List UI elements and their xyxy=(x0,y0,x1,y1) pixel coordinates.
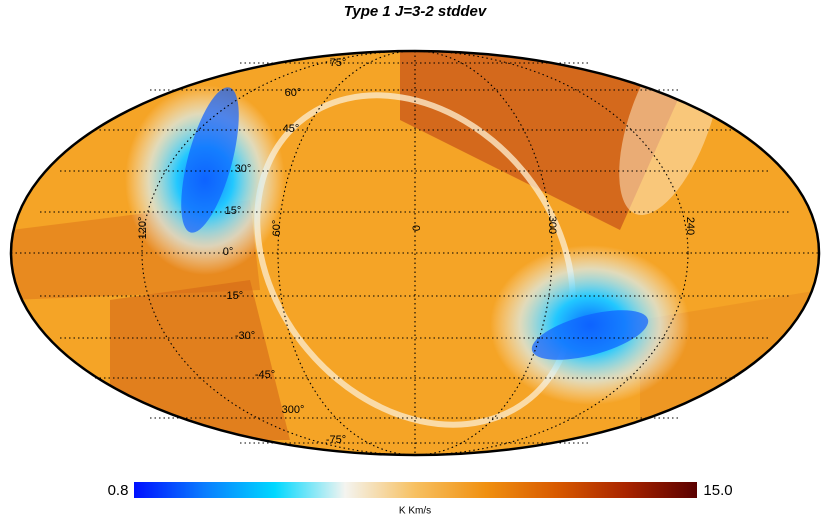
graticule-label: 0° xyxy=(223,246,234,258)
colorbar xyxy=(134,482,697,498)
graticule-label: 75° xyxy=(330,57,347,69)
graticule-label: 240 xyxy=(684,217,696,235)
graticule-label: 60° xyxy=(271,220,283,237)
graticule-label: 30° xyxy=(235,163,252,175)
graticule-label: 15° xyxy=(225,205,242,217)
map-border xyxy=(9,49,821,457)
graticule-label: -30° xyxy=(235,330,255,342)
graticule-label: -75° xyxy=(326,434,346,446)
graticule-label: -45° xyxy=(255,369,275,381)
colorbar-unit: K Km/s xyxy=(399,506,431,517)
colorbar-min: 0.8 xyxy=(108,482,129,499)
graticule-labels: 75° 60° 45° 30° 15° 0° -15° -30° -45° 300° -75° 120… xyxy=(137,57,696,446)
graticule-label: 0 xyxy=(411,225,423,231)
graticule-label: 300° xyxy=(282,404,305,416)
graticule-label: -15° xyxy=(223,290,243,302)
graticule-label: 45° xyxy=(283,123,300,135)
map-title: Type 1 J=3-2 stddev xyxy=(344,3,488,20)
graticule-label: 60° xyxy=(285,87,302,99)
sky-map xyxy=(11,51,819,455)
graticule-label: 300 xyxy=(546,216,558,234)
graticule-label: 120° xyxy=(137,217,149,240)
colorbar-max: 15.0 xyxy=(703,482,732,499)
